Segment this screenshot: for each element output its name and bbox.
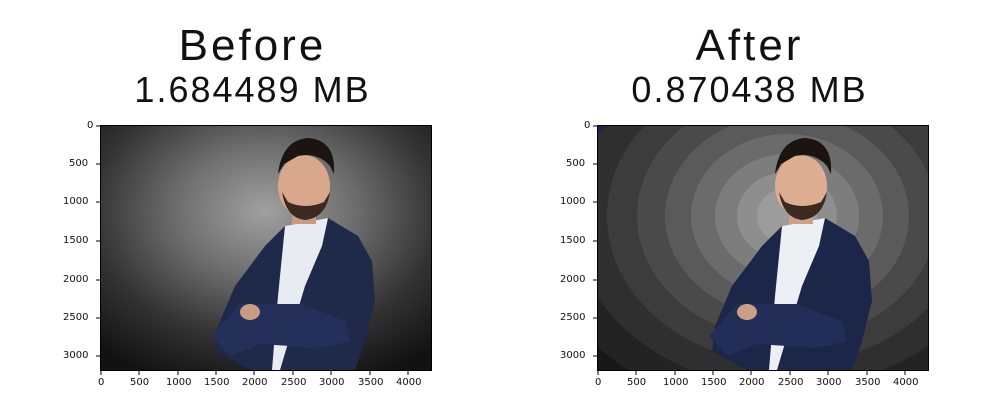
after-x-tick-label: 0	[595, 377, 602, 388]
after-file-size: 0.870438 MB	[631, 69, 868, 110]
after-x-tick-marks	[597, 371, 906, 375]
after-x-tick-label: 500	[627, 377, 647, 388]
after-x-tick-label: 2000	[739, 377, 765, 388]
before-axis-frame	[96, 125, 432, 375]
after-title: After	[695, 21, 804, 70]
after-x-tick-label: 3500	[855, 377, 881, 388]
before-x-tick-label: 1000	[166, 377, 192, 388]
after-y-tick-label: 3000	[560, 350, 586, 361]
after-y-tick-label: 1000	[560, 196, 586, 207]
after-x-tick-label: 2500	[778, 377, 804, 388]
before-y-tick-label: 0	[87, 120, 94, 131]
portrait-photo-after	[597, 126, 928, 370]
before-x-tick-label: 4000	[396, 377, 422, 388]
after-y-tick-label: 2000	[560, 274, 586, 285]
before-x-tick-label: 3000	[319, 377, 345, 388]
after-y-tick-label: 0	[584, 120, 591, 131]
before-x-tick-label: 0	[98, 377, 105, 388]
after-y-tick-label: 500	[566, 158, 586, 169]
before-y-tick-label: 500	[69, 158, 89, 169]
after-y-tick-label: 2500	[560, 312, 586, 323]
before-x-tick-label: 2000	[242, 377, 268, 388]
after-x-tick-label: 1500	[701, 377, 727, 388]
before-y-tick-label: 2500	[63, 312, 89, 323]
before-x-tick-label: 3500	[358, 377, 384, 388]
before-image	[100, 126, 431, 370]
after-panel: After 0.870438 MB	[497, 0, 997, 400]
after-x-tick-label: 3000	[816, 377, 842, 388]
after-y-tick-label: 1500	[560, 235, 586, 246]
before-x-tick-label: 500	[130, 377, 150, 388]
before-x-tick-label: 1500	[204, 377, 230, 388]
before-y-tick-label: 2000	[63, 274, 89, 285]
before-y-tick-label: 1000	[63, 196, 89, 207]
after-axis-frame	[593, 125, 929, 375]
person-figure	[709, 138, 872, 370]
before-title: Before	[178, 21, 327, 70]
portrait-photo-before	[100, 126, 431, 370]
before-y-tick-label: 1500	[63, 235, 89, 246]
before-x-tick-label: 2500	[281, 377, 307, 388]
after-image	[597, 126, 928, 370]
before-y-tick-marks	[96, 125, 100, 357]
after-x-tick-label: 4000	[893, 377, 919, 388]
before-x-tick-marks	[100, 371, 409, 375]
before-file-size: 1.684489 MB	[134, 69, 371, 110]
after-x-tick-label: 1000	[663, 377, 689, 388]
before-panel: Before 1.684489 MB	[63, 21, 432, 388]
person-figure	[212, 138, 375, 370]
after-y-tick-marks	[593, 125, 597, 357]
before-y-tick-label: 3000	[63, 350, 89, 361]
